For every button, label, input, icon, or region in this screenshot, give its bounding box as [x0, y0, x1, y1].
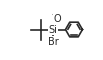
Text: Si: Si	[49, 25, 58, 35]
Text: O: O	[54, 14, 62, 24]
Text: Br: Br	[48, 37, 59, 47]
